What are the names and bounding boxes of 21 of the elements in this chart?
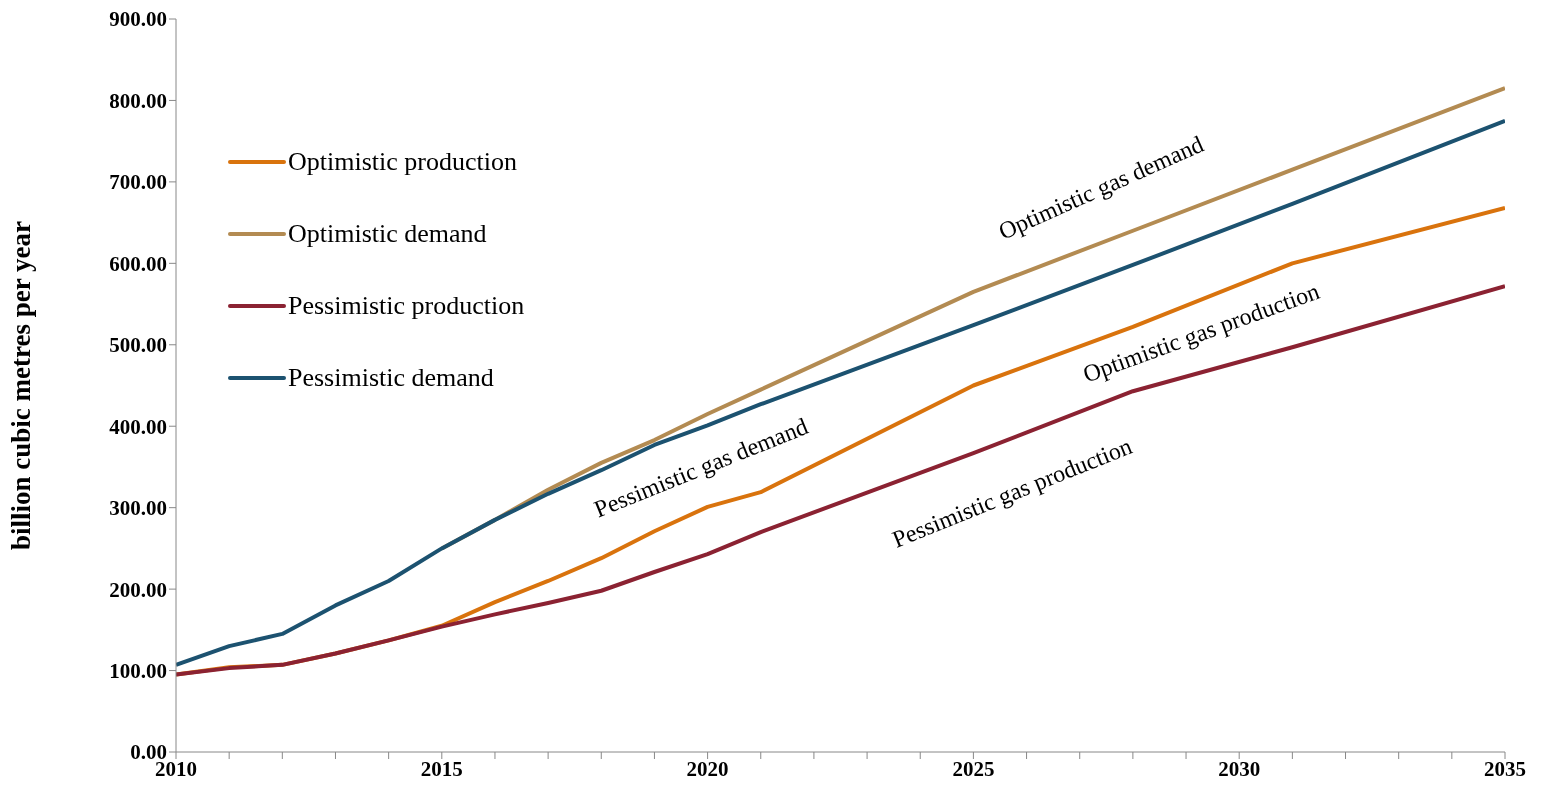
x-tick-label: 2030 [1218, 756, 1261, 781]
x-tick-label: 2035 [1484, 756, 1526, 781]
legend-label: Optimistic demand [288, 219, 487, 249]
legend-label: Pessimistic production [288, 291, 525, 321]
x-tick-label: 2025 [952, 756, 995, 781]
y-tick-label: 400.00 [109, 414, 167, 439]
y-tick-label: 500.00 [109, 333, 167, 358]
y-tick-label: 900.00 [109, 7, 167, 32]
line-series [176, 284, 1505, 677]
legend-label: Optimistic production [288, 147, 517, 177]
y-tick-label: 200.00 [109, 577, 167, 602]
y-axis-title: billion cubic metres per year [5, 221, 36, 550]
y-tick-label: 100.00 [109, 659, 167, 684]
x-tick-label: 2020 [686, 756, 729, 781]
y-tick-label: 700.00 [109, 170, 167, 195]
line-series [176, 118, 1505, 667]
legend-label: Pessimistic demand [288, 363, 494, 393]
y-tick-label: 300.00 [109, 496, 167, 521]
x-tick-label: 2015 [420, 756, 463, 781]
y-tick-label: 800.00 [109, 88, 167, 113]
y-tick-label: 600.00 [109, 251, 167, 276]
